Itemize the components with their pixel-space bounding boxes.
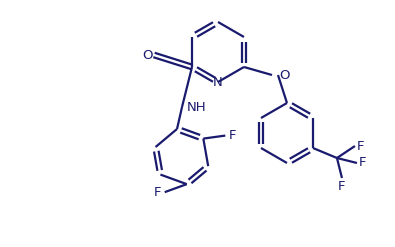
Text: O: O (142, 48, 152, 62)
Text: F: F (338, 180, 346, 192)
Text: F: F (359, 157, 367, 169)
Text: F: F (154, 186, 162, 199)
Text: O: O (279, 68, 290, 82)
Text: N: N (213, 76, 223, 88)
Text: F: F (229, 129, 236, 142)
Text: NH: NH (187, 101, 207, 114)
Text: F: F (357, 140, 365, 152)
